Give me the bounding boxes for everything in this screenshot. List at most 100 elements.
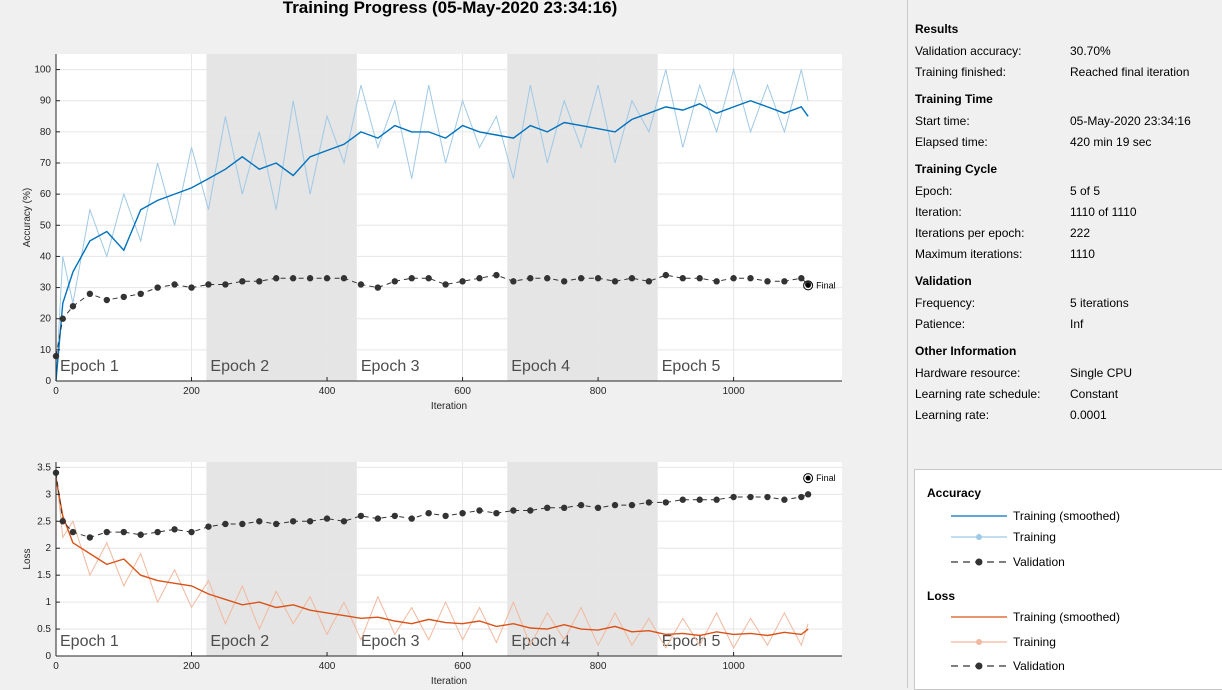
info-label: Learning rate schedule:: [915, 386, 1041, 401]
accuracy-y-axis-label: Accuracy (%): [22, 188, 33, 247]
accuracy-validation-point: [594, 275, 602, 282]
loss-validation-point: [781, 496, 788, 503]
loss-series-raw: [55, 472, 809, 649]
accuracy-validation-point: [544, 275, 551, 282]
accuracy-plot: Epoch 1 Epoch 2 Epoch 3 Epoch 4 Epoch 5 Final…: [22, 54, 842, 412]
loss-validation-point: [560, 504, 568, 512]
accuracy-validation-point: [662, 271, 670, 279]
info-row: Patience: Inf: [915, 313, 1215, 334]
info-label: Training finished:: [915, 64, 1006, 79]
loss-final-marker: [803, 473, 814, 484]
training-plots: Epoch 1 Epoch 2 Epoch 3 Epoch 4 Epoch 5 Final…: [22, 54, 842, 687]
accuracy-y-tick-label: 0: [45, 376, 51, 387]
info-label: Start time:: [915, 113, 970, 128]
loss-validation-point: [391, 512, 398, 520]
accuracy-validation-point: [747, 275, 754, 282]
accuracy-epoch-band: [206, 54, 357, 381]
accuracy-validation-point: [103, 296, 111, 304]
loss-epoch-label: Epoch 1: [60, 633, 119, 650]
info-row: Learning rate: 0.0001: [915, 404, 1215, 425]
accuracy-y-tick-label: 100: [34, 65, 51, 76]
loss-validation-point: [86, 534, 94, 541]
loss-validation-point: [374, 515, 382, 522]
accuracy-x-tick-label: 0: [53, 386, 59, 397]
accuracy-x-tick-label: 600: [454, 386, 471, 397]
accuracy-epoch-band: [507, 54, 658, 381]
info-value: Reached final iteration: [1070, 64, 1190, 79]
loss-epoch-label: Epoch 4: [511, 633, 570, 650]
loss-plot: Epoch 1 Epoch 2 Epoch 3 Epoch 4 Epoch 5 Final…: [22, 462, 842, 687]
legend-line-swatch: [951, 662, 1007, 670]
loss-x-tick-label: 600: [454, 661, 471, 672]
loss-validation-point: [222, 520, 229, 528]
accuracy-validation-point: [154, 284, 161, 291]
accuracy-validation-point: [781, 278, 788, 285]
info-label: Frequency:: [915, 295, 976, 310]
accuracy-y-tick-label: 60: [40, 189, 52, 200]
loss-epoch-label: Epoch 3: [361, 633, 420, 650]
accuracy-validation-point: [340, 275, 348, 282]
loss-validation-point: [442, 512, 449, 520]
loss-validation-point: [628, 501, 636, 509]
loss-validation-point: [273, 520, 280, 528]
loss-validation-point: [171, 526, 178, 533]
accuracy-validation-point: [137, 290, 144, 297]
loss-validation-point: [594, 504, 602, 512]
loss-final-marker-dot: [805, 475, 811, 481]
accuracy-validation-point: [222, 281, 229, 288]
loss-y-tick-label: 0: [45, 651, 51, 662]
loss-validation-point: [256, 518, 263, 525]
accuracy-plot-area: [56, 54, 842, 381]
loss-validation-point: [137, 531, 144, 538]
accuracy-validation-point: [69, 303, 77, 310]
loss-validation-point: [239, 520, 246, 528]
loss-validation-point: [747, 493, 754, 501]
accuracy-validation-point: [59, 315, 66, 322]
loss-validation-point: [59, 518, 66, 525]
info-value: Constant: [1070, 386, 1119, 401]
accuracy-epoch-label: Epoch 4: [511, 358, 570, 375]
accuracy-validation-point: [171, 281, 178, 288]
info-label: Patience:: [915, 316, 966, 331]
legend-line-swatch: [951, 515, 1007, 517]
accuracy-validation-point: [273, 275, 280, 282]
legend-label: Training: [1013, 635, 1056, 649]
accuracy-validation-point: [696, 275, 703, 282]
accuracy-validation-point: [459, 278, 466, 285]
info-label: Elapsed time:: [915, 134, 988, 149]
accuracy-validation-point: [289, 275, 297, 282]
loss-validation-point: [713, 496, 720, 503]
accuracy-y-tick-label: 90: [40, 96, 52, 107]
loss-validation-point: [679, 496, 686, 503]
info-value: 420 min 19 sec: [1070, 134, 1152, 149]
loss-final-label: Final: [816, 473, 836, 483]
info-row: Learning rate schedule: Constant: [915, 383, 1215, 404]
loss-validation-point: [103, 528, 111, 536]
loss-y-tick-label: 0.5: [37, 624, 51, 635]
legend-label: Validation: [1013, 659, 1065, 673]
info-section-title: Validation: [915, 274, 972, 288]
legend-line-swatch: [951, 558, 1007, 566]
accuracy-x-tick-label: 1000: [722, 386, 745, 397]
accuracy-validation-point: [527, 275, 534, 282]
legend-accuracy-heading: Accuracy: [927, 486, 982, 500]
legend-label: Training: [1013, 530, 1056, 544]
page-title: Training Progress (05-May-2020 23:34:16): [282, 0, 618, 17]
legend-accuracy-training: Training: [951, 528, 1056, 546]
info-row: Epoch: 5 of 5: [915, 180, 1215, 201]
accuracy-validation-point: [628, 275, 636, 282]
info-row: Training finished: Reached final iteratio…: [915, 61, 1215, 82]
accuracy-validation-point: [425, 275, 432, 282]
loss-validation-point: [493, 509, 500, 517]
loss-validation-point: [69, 528, 77, 536]
legend-label: Validation: [1013, 555, 1065, 569]
loss-validation-point: [544, 504, 551, 512]
accuracy-validation-point: [357, 281, 365, 288]
accuracy-validation-point: [323, 275, 331, 282]
accuracy-validation-point: [577, 275, 585, 282]
accuracy-x-tick-label: 400: [319, 386, 336, 397]
info-value: 05-May-2020 23:34:16: [1070, 113, 1191, 128]
loss-epoch-band: [206, 462, 357, 656]
info-section-title: Other Information: [915, 344, 1017, 358]
loss-validation-point: [662, 499, 670, 506]
